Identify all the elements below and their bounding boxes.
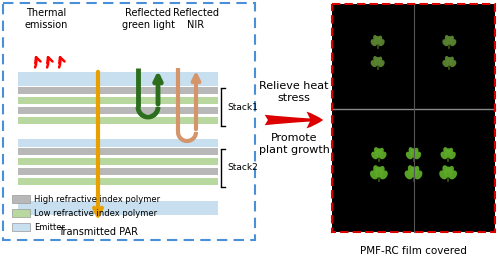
- Ellipse shape: [378, 148, 384, 155]
- Bar: [12, 209, 30, 217]
- Ellipse shape: [449, 152, 456, 159]
- Ellipse shape: [406, 152, 412, 159]
- Ellipse shape: [414, 166, 420, 174]
- Ellipse shape: [408, 165, 414, 174]
- Text: Thermal
emission: Thermal emission: [24, 8, 68, 30]
- Bar: [18, 72, 218, 86]
- Ellipse shape: [373, 165, 379, 174]
- Ellipse shape: [446, 57, 452, 66]
- Text: Reflected
NIR: Reflected NIR: [173, 8, 219, 30]
- Bar: [18, 178, 218, 185]
- Text: ⋯: ⋯: [92, 186, 104, 198]
- Ellipse shape: [449, 171, 457, 180]
- Ellipse shape: [445, 35, 450, 42]
- Text: ⋯: ⋯: [92, 125, 104, 137]
- Text: Relieve heat
stress: Relieve heat stress: [259, 81, 329, 103]
- Ellipse shape: [373, 35, 378, 42]
- Ellipse shape: [370, 39, 377, 46]
- Ellipse shape: [439, 171, 448, 180]
- Ellipse shape: [450, 60, 456, 67]
- Ellipse shape: [374, 147, 379, 154]
- Ellipse shape: [378, 39, 384, 46]
- Ellipse shape: [375, 166, 382, 178]
- FancyBboxPatch shape: [3, 3, 255, 240]
- Ellipse shape: [449, 57, 454, 63]
- Ellipse shape: [448, 148, 453, 155]
- Ellipse shape: [414, 152, 421, 159]
- Ellipse shape: [376, 148, 382, 158]
- Ellipse shape: [445, 56, 450, 63]
- Ellipse shape: [408, 147, 414, 154]
- Text: Stack2: Stack2: [227, 163, 258, 172]
- Ellipse shape: [404, 171, 412, 180]
- Bar: [12, 223, 30, 231]
- Ellipse shape: [378, 36, 382, 42]
- Ellipse shape: [371, 152, 378, 159]
- Bar: [18, 107, 218, 114]
- Ellipse shape: [380, 152, 386, 159]
- Ellipse shape: [442, 60, 448, 67]
- Bar: [18, 139, 218, 147]
- Ellipse shape: [446, 36, 452, 45]
- Text: Stack1: Stack1: [227, 103, 258, 112]
- Text: Promote
plant growth: Promote plant growth: [258, 133, 330, 155]
- Bar: [18, 168, 218, 175]
- Ellipse shape: [373, 56, 378, 63]
- Text: Reflected
green light: Reflected green light: [122, 8, 174, 30]
- Ellipse shape: [378, 57, 382, 63]
- Ellipse shape: [445, 148, 452, 158]
- Bar: [18, 158, 218, 165]
- Bar: [18, 97, 218, 104]
- Ellipse shape: [444, 166, 452, 178]
- Text: Transmitted PAR: Transmitted PAR: [58, 227, 138, 237]
- Ellipse shape: [374, 36, 380, 45]
- Text: Low refractive index polymer: Low refractive index polymer: [34, 209, 157, 218]
- Ellipse shape: [380, 171, 388, 180]
- Text: Emitter: Emitter: [34, 222, 65, 231]
- Bar: [18, 87, 218, 94]
- Text: High refractive index polymer: High refractive index polymer: [34, 194, 160, 203]
- Ellipse shape: [414, 148, 418, 155]
- Ellipse shape: [448, 166, 454, 174]
- Bar: [18, 148, 218, 155]
- Ellipse shape: [370, 171, 378, 180]
- Bar: [18, 201, 218, 215]
- Bar: [18, 117, 218, 124]
- Ellipse shape: [440, 152, 448, 159]
- Ellipse shape: [450, 39, 456, 46]
- Ellipse shape: [370, 60, 377, 67]
- Ellipse shape: [374, 57, 380, 66]
- Ellipse shape: [378, 166, 384, 174]
- Ellipse shape: [449, 36, 454, 42]
- Ellipse shape: [410, 166, 418, 178]
- Ellipse shape: [378, 60, 384, 67]
- Bar: [12, 195, 30, 203]
- Text: PMF-RC film covered: PMF-RC film covered: [360, 246, 467, 256]
- Ellipse shape: [410, 148, 417, 158]
- Bar: [332, 4, 495, 232]
- Ellipse shape: [443, 147, 448, 154]
- Ellipse shape: [414, 171, 422, 180]
- Ellipse shape: [442, 165, 448, 174]
- Ellipse shape: [442, 39, 448, 46]
